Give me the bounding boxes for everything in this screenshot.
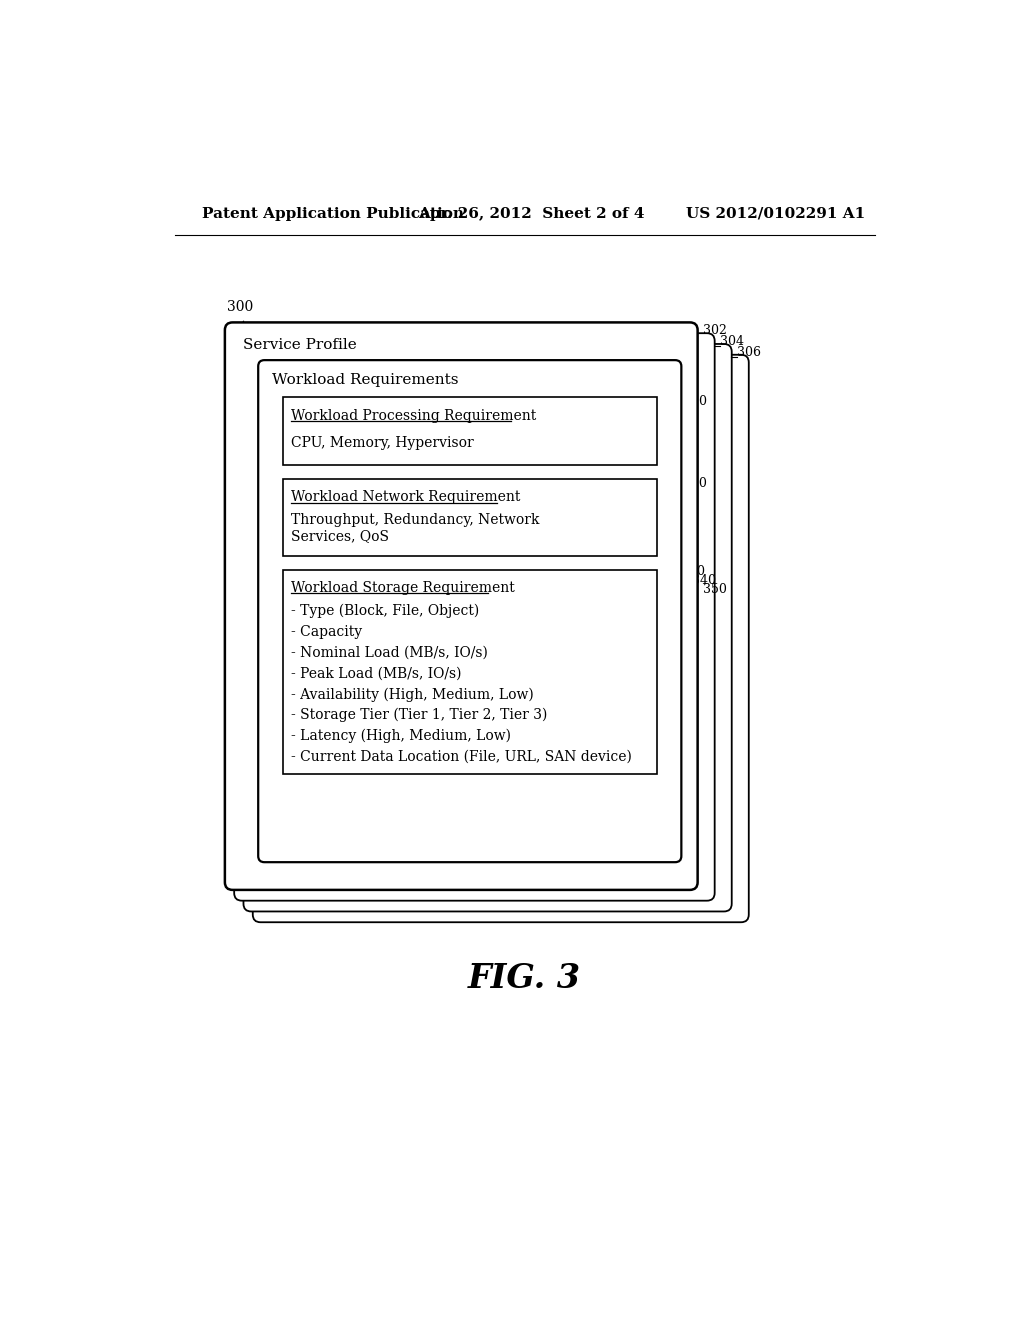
FancyBboxPatch shape: [253, 355, 749, 923]
Text: 302: 302: [703, 325, 727, 338]
Text: - Capacity: - Capacity: [291, 624, 361, 639]
Text: Workload Network Requirement: Workload Network Requirement: [291, 490, 520, 504]
FancyBboxPatch shape: [258, 360, 681, 862]
Text: Services, QoS: Services, QoS: [291, 529, 389, 544]
FancyBboxPatch shape: [225, 322, 697, 890]
Bar: [283, 397, 656, 465]
Text: Throughput, Redundancy, Network: Throughput, Redundancy, Network: [291, 513, 540, 527]
Text: 300: 300: [227, 300, 254, 314]
Text: 340: 340: [692, 574, 716, 587]
Bar: [283, 479, 656, 556]
Text: - Current Data Location (File, URL, SAN device): - Current Data Location (File, URL, SAN …: [291, 750, 632, 764]
Text: 350: 350: [703, 583, 727, 597]
Text: Workload Requirements: Workload Requirements: [272, 374, 459, 387]
Text: - Nominal Load (MB/s, IO/s): - Nominal Load (MB/s, IO/s): [291, 645, 487, 660]
Text: FIG. 3: FIG. 3: [468, 962, 582, 995]
Text: Service Profile: Service Profile: [243, 338, 356, 351]
Text: - Availability (High, Medium, Low): - Availability (High, Medium, Low): [291, 688, 534, 701]
Text: 330: 330: [681, 565, 706, 578]
Text: - Peak Load (MB/s, IO/s): - Peak Load (MB/s, IO/s): [291, 667, 461, 681]
Text: 304: 304: [720, 335, 744, 348]
Text: 306: 306: [737, 346, 761, 359]
Text: Patent Application Publication: Patent Application Publication: [202, 207, 464, 220]
Bar: [283, 570, 656, 774]
Text: - Latency (High, Medium, Low): - Latency (High, Medium, Low): [291, 729, 511, 743]
Text: - Storage Tier (Tier 1, Tier 2, Tier 3): - Storage Tier (Tier 1, Tier 2, Tier 3): [291, 708, 547, 722]
Text: 320: 320: [683, 477, 707, 490]
Text: Workload Storage Requirement: Workload Storage Requirement: [291, 581, 514, 595]
Text: 310: 310: [683, 395, 707, 408]
FancyBboxPatch shape: [234, 333, 715, 900]
Text: Workload Processing Requirement: Workload Processing Requirement: [291, 409, 536, 422]
Text: Apr. 26, 2012  Sheet 2 of 4: Apr. 26, 2012 Sheet 2 of 4: [419, 207, 645, 220]
Text: - Type (Block, File, Object): - Type (Block, File, Object): [291, 605, 479, 618]
Text: CPU, Memory, Hypervisor: CPU, Memory, Hypervisor: [291, 437, 473, 450]
Text: US 2012/0102291 A1: US 2012/0102291 A1: [686, 207, 865, 220]
FancyBboxPatch shape: [244, 345, 732, 911]
